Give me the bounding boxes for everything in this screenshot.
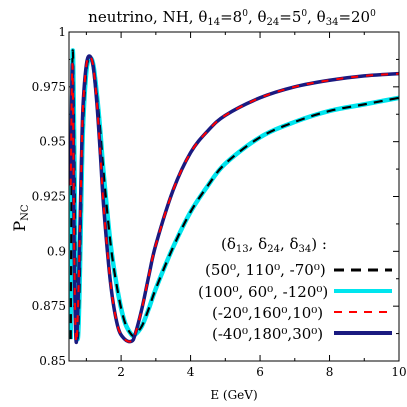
y-tick-label: 0.85 xyxy=(39,354,66,368)
x-axis-title: E (GeV) xyxy=(210,388,257,402)
plot-frame xyxy=(68,31,400,362)
legend-header: (δ13, δ24, δ34) : xyxy=(221,235,327,255)
y-tick-label: 0.875 xyxy=(32,299,66,313)
y-tick-label: 0.9 xyxy=(47,244,66,258)
series-line-3 xyxy=(69,55,399,344)
y-tick-label: 0.975 xyxy=(32,80,66,94)
y-tick-label: 0.925 xyxy=(32,190,66,204)
x-tick-label: 8 xyxy=(326,365,334,379)
legend-label-1: (50⁰, 110⁰, -70⁰) xyxy=(205,261,326,279)
x-tick-label: 6 xyxy=(256,365,264,379)
y-tick-label: 0.95 xyxy=(39,135,66,149)
x-tick-label: 10 xyxy=(391,365,406,379)
x-tick-label: 2 xyxy=(117,365,125,379)
legend-label-2: (100⁰, 60⁰, -120⁰) xyxy=(198,283,328,301)
x-tick-label: 4 xyxy=(187,365,195,379)
chart-title: neutrino, NH, θ14=80, θ24=50, θ34=200 xyxy=(88,8,376,28)
legend: (δ13, δ24, δ34) : (50⁰, 110⁰, -70⁰) (100… xyxy=(198,235,392,343)
y-axis-title: PNC xyxy=(10,204,31,232)
y-tick-label: 1 xyxy=(58,25,66,39)
legend-label-3: (-20⁰,160⁰,10⁰) xyxy=(212,304,323,322)
legend-label-4: (-40⁰,180⁰,30⁰) xyxy=(212,325,323,343)
series-layer xyxy=(69,48,399,345)
tick-labels: 2 4 6 8 10 0.85 0.875 0.9 0.925 0.95 0.975 1 xyxy=(32,25,407,379)
